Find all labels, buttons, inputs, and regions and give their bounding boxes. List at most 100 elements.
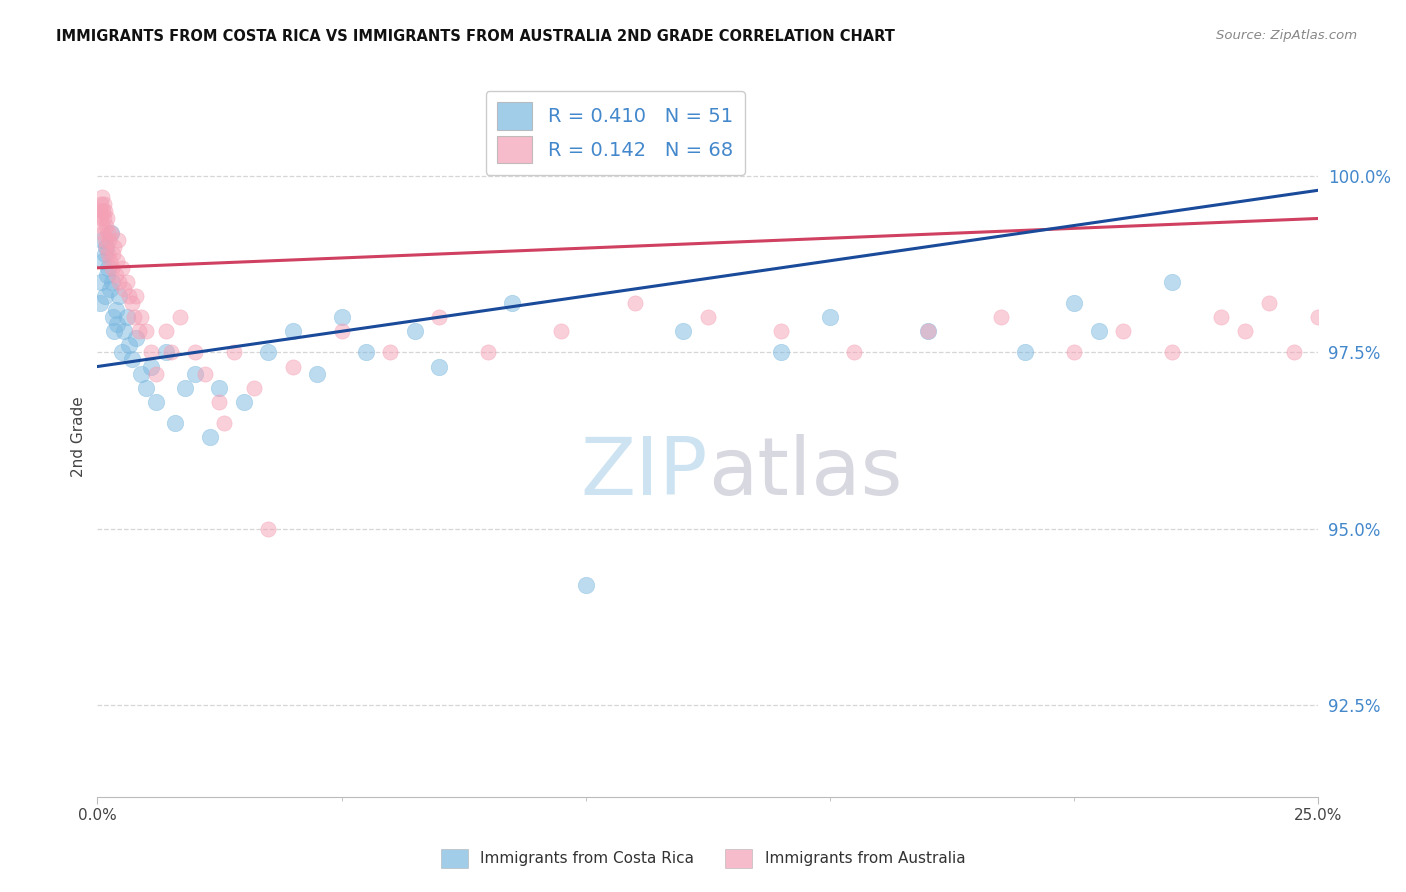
Point	[155, 345, 177, 359]
Point	[575, 578, 598, 592]
Point	[169, 310, 191, 325]
Point	[105, 317, 128, 331]
Point	[100, 226, 122, 240]
Point	[96, 211, 118, 226]
Point	[696, 310, 718, 325]
Point	[97, 246, 120, 260]
Point	[145, 394, 167, 409]
Point	[1112, 324, 1135, 338]
Point	[104, 268, 127, 282]
Point	[91, 233, 114, 247]
Text: atlas: atlas	[707, 434, 903, 512]
Point	[93, 289, 115, 303]
Point	[101, 310, 124, 325]
Point	[108, 289, 131, 303]
Y-axis label: 2nd Grade: 2nd Grade	[72, 397, 86, 477]
Text: IMMIGRANTS FROM COSTA RICA VS IMMIGRANTS FROM AUSTRALIA 2ND GRADE CORRELATION CH: IMMIGRANTS FROM COSTA RICA VS IMMIGRANTS…	[56, 29, 896, 44]
Point	[1014, 345, 1036, 359]
Point	[145, 367, 167, 381]
Point	[90, 275, 112, 289]
Point	[103, 240, 125, 254]
Point	[122, 310, 145, 325]
Point	[90, 190, 112, 204]
Point	[112, 324, 135, 338]
Point	[90, 211, 112, 226]
Point	[281, 359, 304, 374]
Legend: R = 0.410   N = 51, R = 0.142   N = 68: R = 0.410 N = 51, R = 0.142 N = 68	[485, 91, 745, 175]
Point	[96, 268, 118, 282]
Point	[93, 233, 115, 247]
Point	[101, 246, 124, 260]
Point	[672, 324, 695, 338]
Point	[184, 345, 207, 359]
Point	[125, 331, 148, 345]
Point	[232, 394, 254, 409]
Point	[501, 296, 523, 310]
Point	[103, 324, 125, 338]
Point	[118, 289, 141, 303]
Legend: Immigrants from Costa Rica, Immigrants from Australia: Immigrants from Costa Rica, Immigrants f…	[434, 843, 972, 873]
Point	[104, 303, 127, 318]
Point	[91, 253, 114, 268]
Point	[135, 324, 157, 338]
Point	[105, 253, 128, 268]
Point	[108, 275, 131, 289]
Point	[98, 282, 121, 296]
Point	[118, 338, 141, 352]
Point	[1234, 324, 1257, 338]
Point	[222, 345, 245, 359]
Point	[477, 345, 499, 359]
Point	[139, 359, 162, 374]
Point	[214, 416, 236, 430]
Point	[184, 367, 207, 381]
Point	[94, 204, 117, 219]
Point	[93, 246, 115, 260]
Point	[208, 394, 231, 409]
Point	[115, 310, 138, 325]
Point	[917, 324, 939, 338]
Point	[131, 310, 153, 325]
Point	[139, 345, 162, 359]
Point	[111, 345, 134, 359]
Point	[90, 197, 112, 211]
Point	[917, 324, 939, 338]
Point	[550, 324, 572, 338]
Point	[1258, 296, 1281, 310]
Point	[159, 345, 181, 359]
Point	[107, 233, 129, 247]
Point	[165, 416, 187, 430]
Point	[97, 233, 120, 247]
Point	[112, 282, 135, 296]
Point	[94, 240, 117, 254]
Point	[93, 197, 115, 211]
Point	[1063, 296, 1085, 310]
Point	[1308, 310, 1330, 325]
Point	[257, 522, 280, 536]
Point	[281, 324, 304, 338]
Point	[131, 367, 153, 381]
Point	[844, 345, 866, 359]
Point	[135, 381, 157, 395]
Point	[242, 381, 264, 395]
Point	[91, 226, 114, 240]
Point	[380, 345, 402, 359]
Point	[101, 260, 124, 275]
Point	[94, 219, 117, 233]
Point	[125, 289, 148, 303]
Point	[155, 324, 177, 338]
Point	[990, 310, 1012, 325]
Point	[404, 324, 426, 338]
Point	[91, 204, 114, 219]
Point	[1282, 345, 1305, 359]
Point	[427, 310, 450, 325]
Point	[623, 296, 645, 310]
Point	[115, 275, 138, 289]
Point	[1063, 345, 1085, 359]
Point	[198, 430, 221, 444]
Point	[307, 367, 329, 381]
Point	[194, 367, 217, 381]
Point	[91, 219, 114, 233]
Point	[354, 345, 377, 359]
Point	[97, 260, 120, 275]
Point	[1160, 345, 1182, 359]
